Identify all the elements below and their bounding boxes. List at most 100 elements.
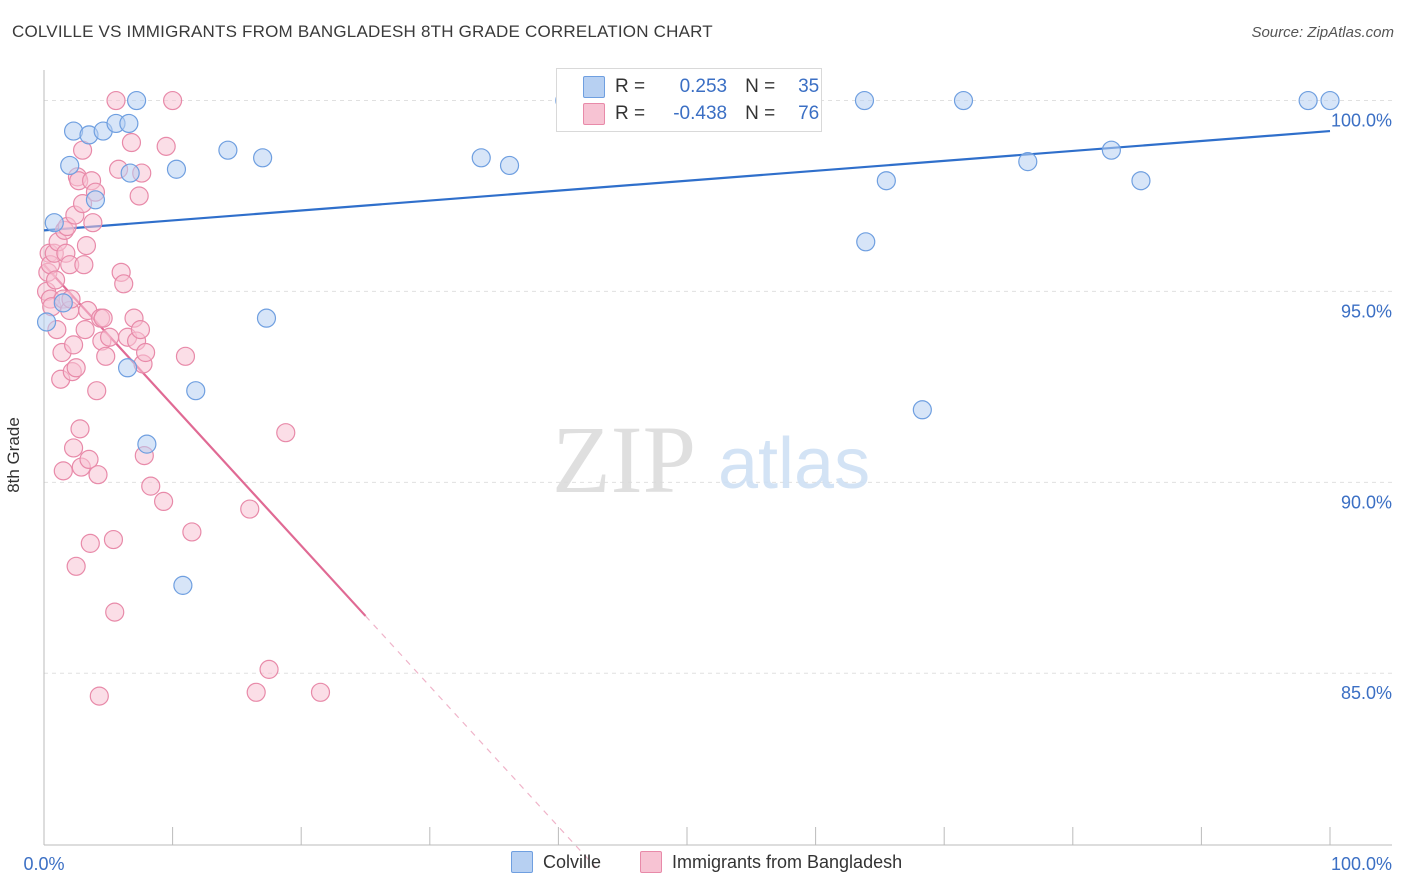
bangladesh-point	[76, 236, 97, 256]
bangladesh-point	[79, 449, 99, 470]
data-points	[36, 90, 1340, 706]
colville-point	[126, 90, 147, 111]
tick-labels: 85.0% 90.0% 95.0% 100.0% 0.0% 100.0%	[23, 111, 1392, 874]
colville-point	[1018, 152, 1038, 172]
legend-item-bangladesh[interactable]: Immigrants from Bangladesh	[640, 851, 902, 873]
bangladesh-point	[259, 659, 279, 679]
y-tick-label: 90.0%	[1341, 492, 1392, 512]
colville-point	[499, 155, 520, 176]
colville-point	[119, 113, 139, 134]
y-tick-label: 85.0%	[1341, 683, 1392, 703]
source-label: Source: ZipAtlas.com	[1251, 24, 1394, 41]
bangladesh-point	[105, 602, 125, 622]
bangladesh-point	[240, 499, 260, 519]
colville-point	[1320, 90, 1340, 111]
legend-label-colville: Colville	[543, 851, 602, 872]
bangladesh-point	[87, 381, 107, 401]
chart-title: COLVILLE VS IMMIGRANTS FROM BANGLADESH 8…	[12, 22, 713, 41]
bangladesh-point	[75, 320, 95, 340]
colville-point	[471, 148, 491, 168]
colville-point	[256, 308, 277, 328]
colville-point	[173, 575, 193, 595]
legend-swatch-colville	[511, 851, 533, 873]
y-axis-label: 8th Grade	[4, 417, 23, 493]
bangladesh-point	[63, 335, 84, 355]
bangladesh-point	[83, 213, 103, 233]
bangladesh-point	[175, 346, 196, 366]
colville-point	[120, 163, 140, 183]
bangladesh-point	[93, 308, 113, 328]
bangladesh-point	[121, 132, 142, 153]
legend-row-bangladesh: R = -0.438 N = 76	[557, 101, 819, 127]
bangladesh-point	[89, 686, 109, 706]
colville-point	[44, 213, 64, 233]
colville-point	[1298, 90, 1318, 111]
colville-point	[36, 312, 57, 332]
legend-r-label: R =	[615, 76, 646, 97]
legend-r-value-colville: 0.253	[679, 76, 728, 97]
bangladesh-point	[70, 419, 90, 439]
bangladesh-point	[53, 461, 73, 481]
y-tick-label: 95.0%	[1341, 301, 1392, 321]
legend-n-label: N =	[745, 76, 776, 97]
watermark-atlas: atlas	[718, 424, 870, 504]
bangladesh-point	[129, 186, 149, 206]
legend-n-value-bangladesh: 76	[798, 103, 820, 124]
series-legend: Colville Immigrants from Bangladesh	[0, 851, 1406, 879]
bangladesh-point	[99, 327, 120, 347]
legend-r-value-bangladesh: -0.438	[673, 103, 728, 124]
bangladesh-point	[45, 270, 66, 290]
bangladesh-point	[130, 320, 151, 340]
colville-point	[253, 148, 273, 168]
bangladesh-point	[66, 358, 86, 378]
legend-n-label: N =	[745, 103, 776, 124]
stats-legend: R = 0.253 N = 35 R = -0.438 N = 76	[556, 68, 822, 132]
bangladesh-point	[156, 136, 176, 156]
bangladesh-point	[74, 255, 94, 275]
bangladesh-point	[141, 476, 161, 496]
legend-label-bangladesh: Immigrants from Bangladesh	[672, 851, 903, 872]
colville-point	[912, 400, 932, 420]
colville-point	[953, 90, 974, 111]
bangladesh-point	[310, 682, 331, 702]
bangladesh-point	[96, 346, 116, 366]
bangladesh-point	[88, 465, 108, 485]
bangladesh-point	[80, 533, 100, 553]
bangladesh-point	[106, 90, 126, 111]
legend-item-colville[interactable]: Colville	[511, 851, 601, 873]
legend-row-colville: R = 0.253 N = 35	[557, 74, 819, 100]
x-tick-label-min: 0.0%	[23, 854, 64, 874]
colville-point	[218, 140, 238, 160]
colville-point	[85, 190, 106, 210]
colville-point	[1131, 171, 1151, 191]
axes	[43, 70, 1392, 846]
bangladesh-point	[114, 274, 134, 294]
x-tick-label-max: 100.0%	[1331, 854, 1392, 874]
colville-point	[856, 232, 876, 252]
colville-point	[166, 159, 187, 179]
bangladesh-point	[66, 556, 86, 576]
bangladesh-point	[276, 423, 296, 443]
bangladesh-trend-extension	[365, 615, 598, 870]
colville-point	[117, 358, 138, 378]
bangladesh-point	[182, 522, 202, 542]
bangladesh-point	[246, 682, 266, 702]
bangladesh-point	[103, 529, 124, 550]
legend-swatch-bangladesh	[640, 851, 662, 873]
colville-point	[60, 155, 80, 176]
bangladesh-point	[153, 491, 174, 512]
bangladesh-point	[135, 342, 156, 363]
colville-point	[1101, 140, 1121, 160]
colville-point	[137, 434, 157, 454]
legend-n-value-colville: 35	[798, 76, 820, 97]
colville-point	[53, 293, 73, 313]
y-tick-label: 100.0%	[1331, 111, 1392, 131]
legend-swatch-colville	[583, 76, 605, 98]
bangladesh-point	[63, 438, 84, 458]
colville-point	[854, 90, 875, 111]
legend-swatch-bangladesh	[583, 103, 605, 125]
colville-point	[876, 171, 896, 191]
legend-r-label: R =	[615, 103, 646, 124]
watermark: ZIP atlas	[552, 406, 870, 513]
